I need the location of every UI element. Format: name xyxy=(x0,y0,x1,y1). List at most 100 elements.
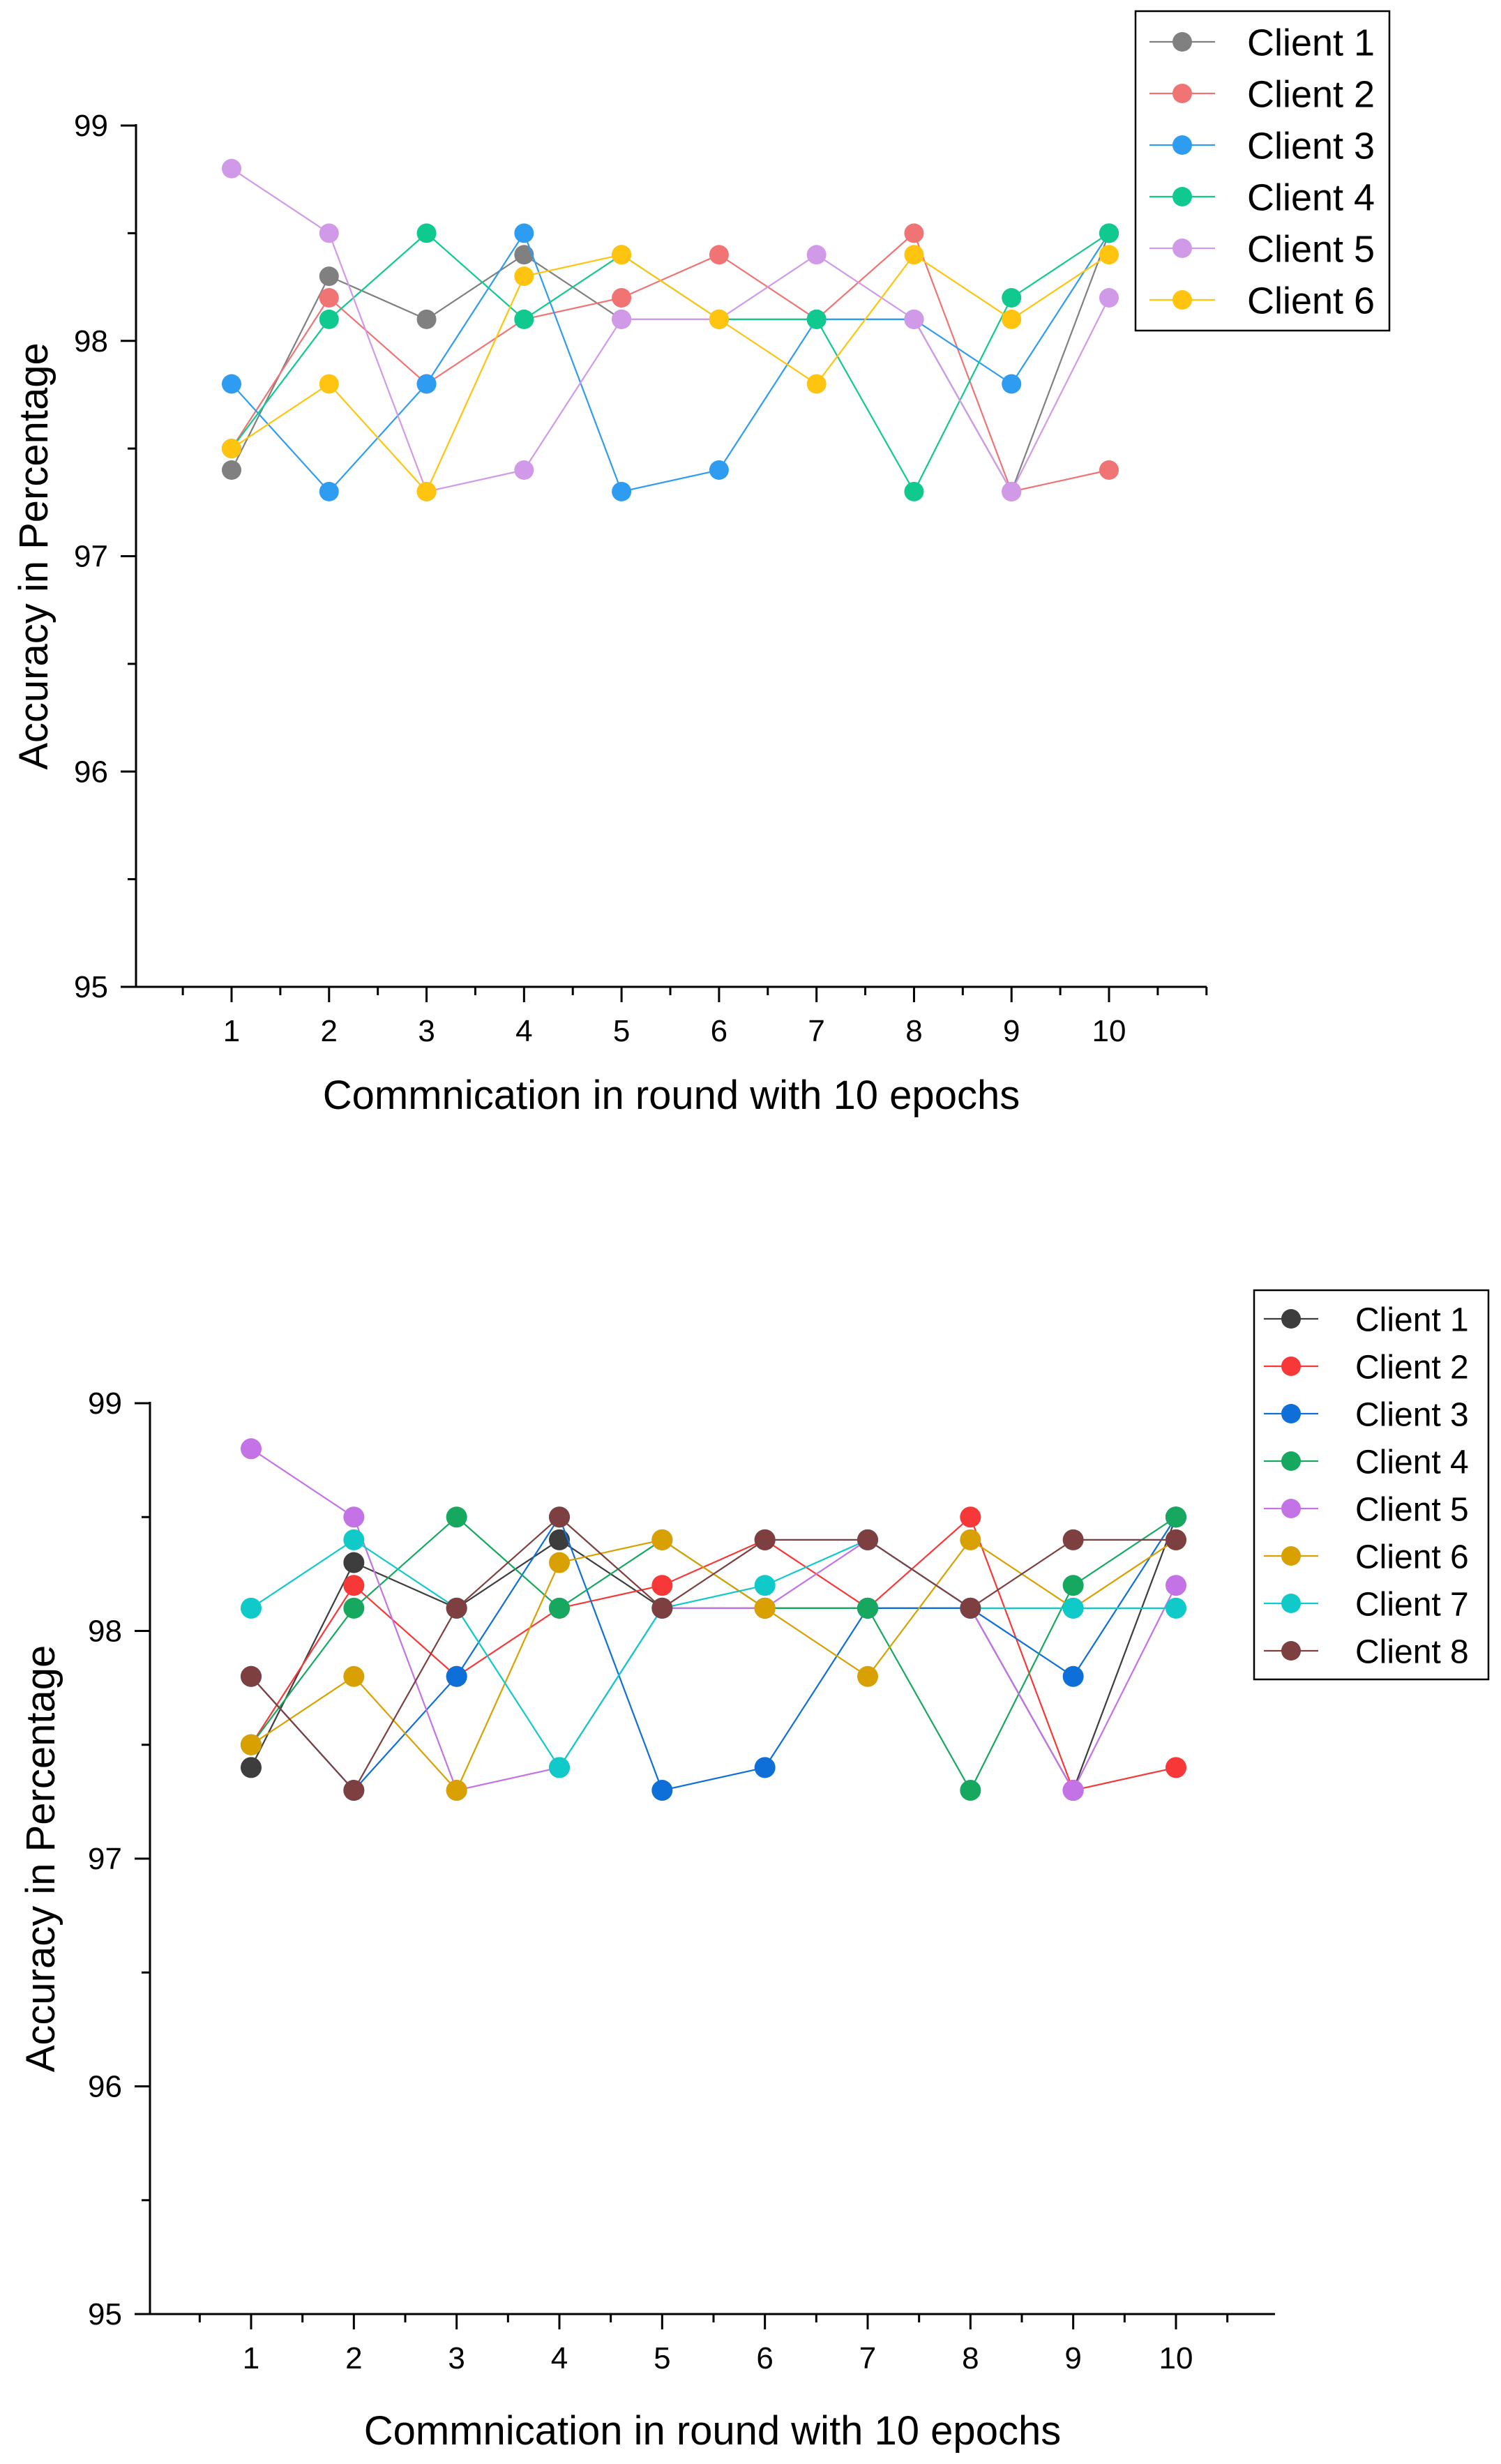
data-point xyxy=(319,288,339,308)
x-axis-label: Commnication in round with 10 epochs xyxy=(323,1073,1020,1118)
x-tick-label: 8 xyxy=(962,2341,979,2375)
y-axis-label: Accuracy in Percentage xyxy=(11,342,56,770)
data-point xyxy=(241,1665,262,1687)
legend-label: Client 3 xyxy=(1247,125,1375,167)
data-point xyxy=(1166,1529,1186,1550)
data-point xyxy=(549,1529,570,1550)
y-tick-label: 98 xyxy=(88,1615,122,1649)
series-line xyxy=(231,232,1110,493)
chart-bottom: 95 96 97 98 99 1 2 3 4 5 6 7 8 9 10 Commnication in rou… xyxy=(18,1289,1490,2454)
x-tick-label: 5 xyxy=(654,2341,670,2375)
legend-label: Client 5 xyxy=(1355,1491,1469,1528)
data-point xyxy=(1062,1529,1084,1550)
data-point xyxy=(222,374,241,394)
data-point xyxy=(343,1529,365,1550)
data-point xyxy=(514,245,534,265)
legend-item: Client 4 xyxy=(1149,176,1375,218)
data-point xyxy=(319,223,339,243)
x-tick-label: 8 xyxy=(905,1014,922,1048)
legend-item: Client 3 xyxy=(1264,1396,1469,1433)
x-tick-label: 9 xyxy=(1064,2341,1081,2375)
data-point xyxy=(514,460,534,480)
data-point xyxy=(651,1575,673,1596)
data-point xyxy=(857,1597,878,1619)
y-axis-label: Accuracy in Percentage xyxy=(18,1645,63,2073)
series-6 xyxy=(222,245,1119,501)
legend-marker xyxy=(1281,1641,1301,1661)
series-line xyxy=(231,253,1110,493)
legend-marker xyxy=(1172,84,1192,103)
data-point xyxy=(960,1506,981,1528)
y-tick-label: 96 xyxy=(74,755,108,789)
legend-label: Client 6 xyxy=(1247,280,1375,322)
legend-label: Client 1 xyxy=(1355,1301,1469,1338)
data-point xyxy=(960,1597,981,1619)
series-line xyxy=(231,231,1110,493)
x-tick-label: 4 xyxy=(515,1014,532,1048)
series-8 xyxy=(241,1506,1186,1801)
series-line xyxy=(250,1516,1177,1792)
data-point xyxy=(416,374,437,394)
data-point xyxy=(241,1734,262,1755)
data-point xyxy=(222,439,241,459)
data-point xyxy=(319,266,339,287)
data-point xyxy=(343,1597,365,1619)
data-point xyxy=(960,1529,981,1550)
legend-marker xyxy=(1172,32,1192,52)
data-point xyxy=(709,460,729,480)
data-point xyxy=(343,1665,365,1687)
data-point xyxy=(514,266,534,287)
data-point xyxy=(241,1757,262,1778)
data-point xyxy=(1002,288,1022,308)
data-point xyxy=(343,1575,365,1596)
data-point xyxy=(241,1438,262,1460)
data-point xyxy=(1062,1575,1084,1596)
x-tick-label: 1 xyxy=(223,1014,240,1048)
legend-item: Client 5 xyxy=(1264,1491,1469,1528)
data-point xyxy=(806,309,827,329)
legend-marker xyxy=(1172,239,1192,258)
legend-box xyxy=(1134,10,1391,332)
legend-box xyxy=(1253,1289,1490,1681)
legend-marker xyxy=(1172,187,1192,206)
series-5 xyxy=(222,158,1119,501)
legend: Client 1 Client 2 Client 3 Client 4 Client 5… xyxy=(1134,10,1391,332)
series-line xyxy=(250,1516,1176,1792)
data-point xyxy=(1099,460,1119,480)
data-point xyxy=(754,1597,776,1619)
data-point xyxy=(222,460,241,480)
data-point xyxy=(1002,309,1022,329)
x-tick-label: 1 xyxy=(243,2341,259,2375)
data-point xyxy=(1166,1506,1186,1528)
data-point xyxy=(1002,481,1022,501)
legend-item: Client 4 xyxy=(1264,1444,1469,1481)
legend-item: Client 5 xyxy=(1149,228,1375,270)
data-point xyxy=(612,309,632,329)
data-point xyxy=(754,1757,776,1778)
data-point xyxy=(904,223,924,243)
legend-marker xyxy=(1281,1404,1301,1423)
y-tick-label: 95 xyxy=(88,2297,122,2331)
y-tick-label: 97 xyxy=(74,540,108,574)
legend-item: Client 1 xyxy=(1264,1301,1469,1338)
x-tick-label: 9 xyxy=(1003,1014,1020,1048)
data-point xyxy=(651,1529,673,1550)
data-point xyxy=(1166,1597,1186,1619)
legend-marker xyxy=(1281,1309,1301,1329)
data-point xyxy=(549,1552,570,1573)
data-point xyxy=(754,1575,776,1596)
data-point xyxy=(343,1506,365,1528)
y-tick-label: 98 xyxy=(74,324,108,358)
data-point xyxy=(343,1780,365,1801)
series-6 xyxy=(241,1529,1186,1801)
series-line xyxy=(250,1448,1177,1792)
series-4 xyxy=(222,223,1119,501)
x-tick-label: 10 xyxy=(1092,1014,1126,1048)
y-tick-label: 99 xyxy=(74,109,108,143)
data-point xyxy=(446,1506,467,1528)
legend-label: Client 2 xyxy=(1355,1349,1469,1386)
x-tick-label: 6 xyxy=(711,1014,727,1048)
series-line xyxy=(250,1539,1176,1769)
legend-item: Client 3 xyxy=(1149,125,1375,167)
series-line xyxy=(250,1515,1177,1792)
